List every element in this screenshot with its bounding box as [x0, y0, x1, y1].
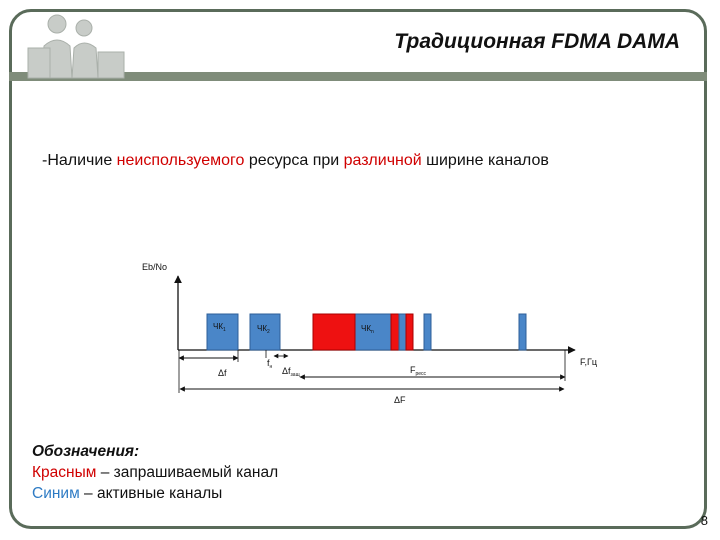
delta-F-label: ΔF [394, 395, 406, 405]
legend-title: Обозначения: [32, 443, 140, 460]
channel-2-label: ЧК2 [257, 324, 270, 335]
statement-suffix: ширине каналов [421, 152, 549, 169]
legend-blue-word: Синим [32, 485, 80, 502]
channel-1-block [206, 313, 239, 351]
active-channel-block [518, 313, 527, 351]
slide-title: Традиционная FDMA DAMA [394, 30, 680, 53]
statement-middle: ресурса при [244, 152, 344, 169]
legend-red-text: – запрашиваемый канал [96, 464, 279, 481]
statement-prefix: -Наличие [42, 152, 117, 169]
legend-blue-text: – активные каналы [79, 485, 223, 502]
page-number: 8 [700, 513, 708, 528]
statement-highlight-unused: неиспользуемого [116, 152, 245, 169]
requested-channel-block [390, 313, 400, 351]
y-axis-label: Eb/No [142, 262, 167, 272]
statement-text: -Наличие неиспользуемого ресурса при раз… [42, 152, 549, 170]
statement-highlight-different: различной [343, 152, 422, 169]
channel-1-label: ЧК1 [213, 322, 226, 333]
legend-red-entry: Красным – запрашиваемый канал [32, 462, 278, 483]
legend-red-word: Красным [32, 464, 97, 481]
channel-2-block [249, 313, 281, 351]
resource-label: Fресс [410, 365, 427, 377]
active-channel-block [398, 313, 407, 351]
guard-band-label: Δfзащ [282, 366, 300, 378]
requested-channel-block [405, 313, 414, 351]
channel-n-label: ЧКn [361, 324, 374, 335]
legend: Обозначения: Красным – запрашиваемый кан… [32, 441, 278, 504]
requested-channel-block [312, 313, 356, 351]
legend-blue-entry: Синим – активные каналы [32, 483, 278, 504]
presenter-logo [27, 14, 125, 79]
carrier-frequency-label: fн [267, 358, 273, 370]
slide-frame [9, 9, 707, 529]
active-channel-block [423, 313, 432, 351]
delta-f-label: Δf [218, 368, 227, 378]
x-axis-label: F,Гц [580, 357, 597, 367]
header-bar [9, 72, 707, 81]
